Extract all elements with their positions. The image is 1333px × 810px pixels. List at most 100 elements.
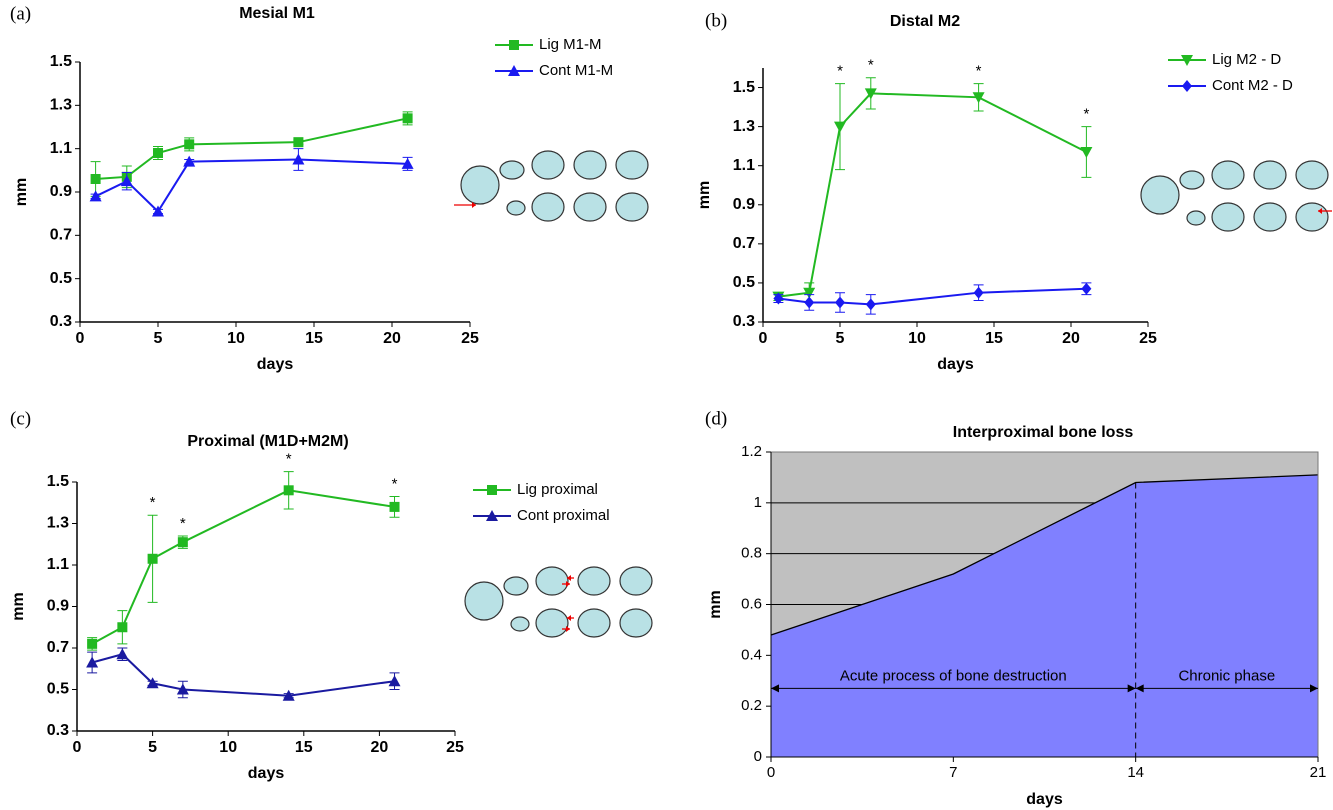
- x-tick-label: 5: [836, 330, 845, 347]
- x-tick-label: 25: [446, 739, 464, 756]
- significance-marker: *: [286, 451, 292, 468]
- legend-label: Lig M2 - D: [1212, 51, 1281, 68]
- point: [804, 296, 815, 309]
- panel-label: (b): [705, 10, 727, 31]
- point: [86, 656, 99, 668]
- tooth: [619, 566, 653, 596]
- tooth: [1211, 202, 1245, 232]
- tooth: [510, 616, 530, 632]
- tooth: [615, 150, 649, 180]
- y-tick-label: 1.3: [733, 118, 755, 135]
- tooth: [1179, 170, 1205, 190]
- arrow-head: [567, 575, 571, 581]
- y-tick-label: 0.7: [50, 227, 72, 244]
- legend-marker: [486, 510, 498, 521]
- significance-marker: *: [1083, 106, 1089, 123]
- series-line: [95, 158, 408, 214]
- x-tick-label: 10: [227, 330, 245, 347]
- y-tick-label: 1.5: [50, 53, 72, 70]
- legend-marker: [1182, 80, 1192, 92]
- arrow-head: [1310, 684, 1318, 693]
- y-tick-label: 1: [754, 494, 762, 511]
- x-tick-label: 5: [154, 330, 163, 347]
- y-tick-label: 0.8: [741, 545, 762, 562]
- point: [116, 648, 129, 660]
- y-tick-label: 0.2: [741, 697, 762, 714]
- panel-label: (c): [10, 408, 31, 429]
- y-tick-label: 0.6: [741, 595, 762, 612]
- point: [90, 174, 101, 184]
- legend-marker: [1181, 55, 1193, 66]
- legend-label: Cont M2 - D: [1212, 77, 1293, 94]
- point: [1080, 147, 1093, 159]
- y-axis-label: mm: [696, 181, 713, 209]
- point: [283, 485, 294, 496]
- y-tick-label: 1.1: [47, 556, 69, 573]
- significance-marker: *: [150, 494, 156, 511]
- tooth: [1295, 160, 1329, 190]
- annotation: Chronic phase: [1178, 667, 1275, 684]
- y-tick-label: 0.7: [47, 639, 69, 656]
- y-tick-label: 1.2: [741, 443, 762, 460]
- chart-title: Interproximal bone loss: [953, 424, 1134, 441]
- series-line: [778, 287, 1087, 306]
- point: [183, 155, 196, 167]
- legend-marker: [509, 40, 519, 50]
- y-tick-label: 0.9: [733, 196, 755, 213]
- x-tick-label: 21: [1310, 764, 1327, 781]
- arrow-head: [567, 615, 571, 621]
- tooth: [1253, 202, 1287, 232]
- y-tick-label: 1.5: [47, 473, 69, 490]
- y-tick-label: 0.3: [50, 313, 72, 330]
- significance-marker: *: [392, 475, 398, 492]
- point: [282, 689, 295, 701]
- y-tick-label: 1.1: [50, 140, 72, 157]
- legend-marker: [508, 65, 520, 76]
- tooth: [577, 608, 611, 638]
- area-outline: [770, 474, 1319, 636]
- point: [89, 190, 102, 202]
- point: [184, 139, 195, 150]
- point: [402, 113, 413, 124]
- annotation: Acute process of bone destruction: [840, 667, 1067, 684]
- x-tick-label: 0: [759, 330, 768, 347]
- chart-title: Mesial M1: [239, 5, 315, 22]
- legend-label: Lig M1-M: [539, 36, 602, 53]
- x-tick-label: 5: [148, 739, 157, 756]
- arrow-head: [1135, 684, 1144, 693]
- tooth: [535, 608, 569, 638]
- series-line: [95, 117, 408, 180]
- point: [388, 675, 401, 687]
- tooth: [1140, 175, 1180, 215]
- panel-label: (d): [705, 408, 727, 429]
- series-line: [91, 653, 395, 697]
- tooth: [1253, 160, 1287, 190]
- point: [972, 92, 985, 104]
- series-line: [91, 489, 395, 645]
- tooth: [503, 576, 529, 596]
- point: [865, 298, 876, 311]
- y-tick-label: 0.9: [47, 598, 69, 615]
- point: [389, 501, 400, 512]
- x-tick-label: 15: [295, 739, 313, 756]
- y-tick-label: 0: [754, 748, 762, 765]
- x-tick-label: 0: [73, 739, 82, 756]
- legend-marker: [487, 485, 497, 495]
- point: [401, 157, 414, 169]
- point: [973, 286, 984, 299]
- y-tick-label: 1.3: [50, 97, 72, 114]
- y-tick-label: 0.7: [733, 235, 755, 252]
- x-tick-label: 25: [461, 330, 479, 347]
- y-tick-label: 1.3: [47, 515, 69, 532]
- significance-marker: *: [976, 63, 982, 80]
- tooth: [460, 165, 500, 205]
- x-tick-label: 25: [1139, 330, 1157, 347]
- point: [153, 148, 163, 158]
- x-tick-label: 20: [371, 739, 389, 756]
- tooth: [499, 160, 525, 180]
- legend-label: Lig proximal: [517, 481, 598, 498]
- x-tick-label: 0: [76, 330, 85, 347]
- point: [176, 683, 189, 695]
